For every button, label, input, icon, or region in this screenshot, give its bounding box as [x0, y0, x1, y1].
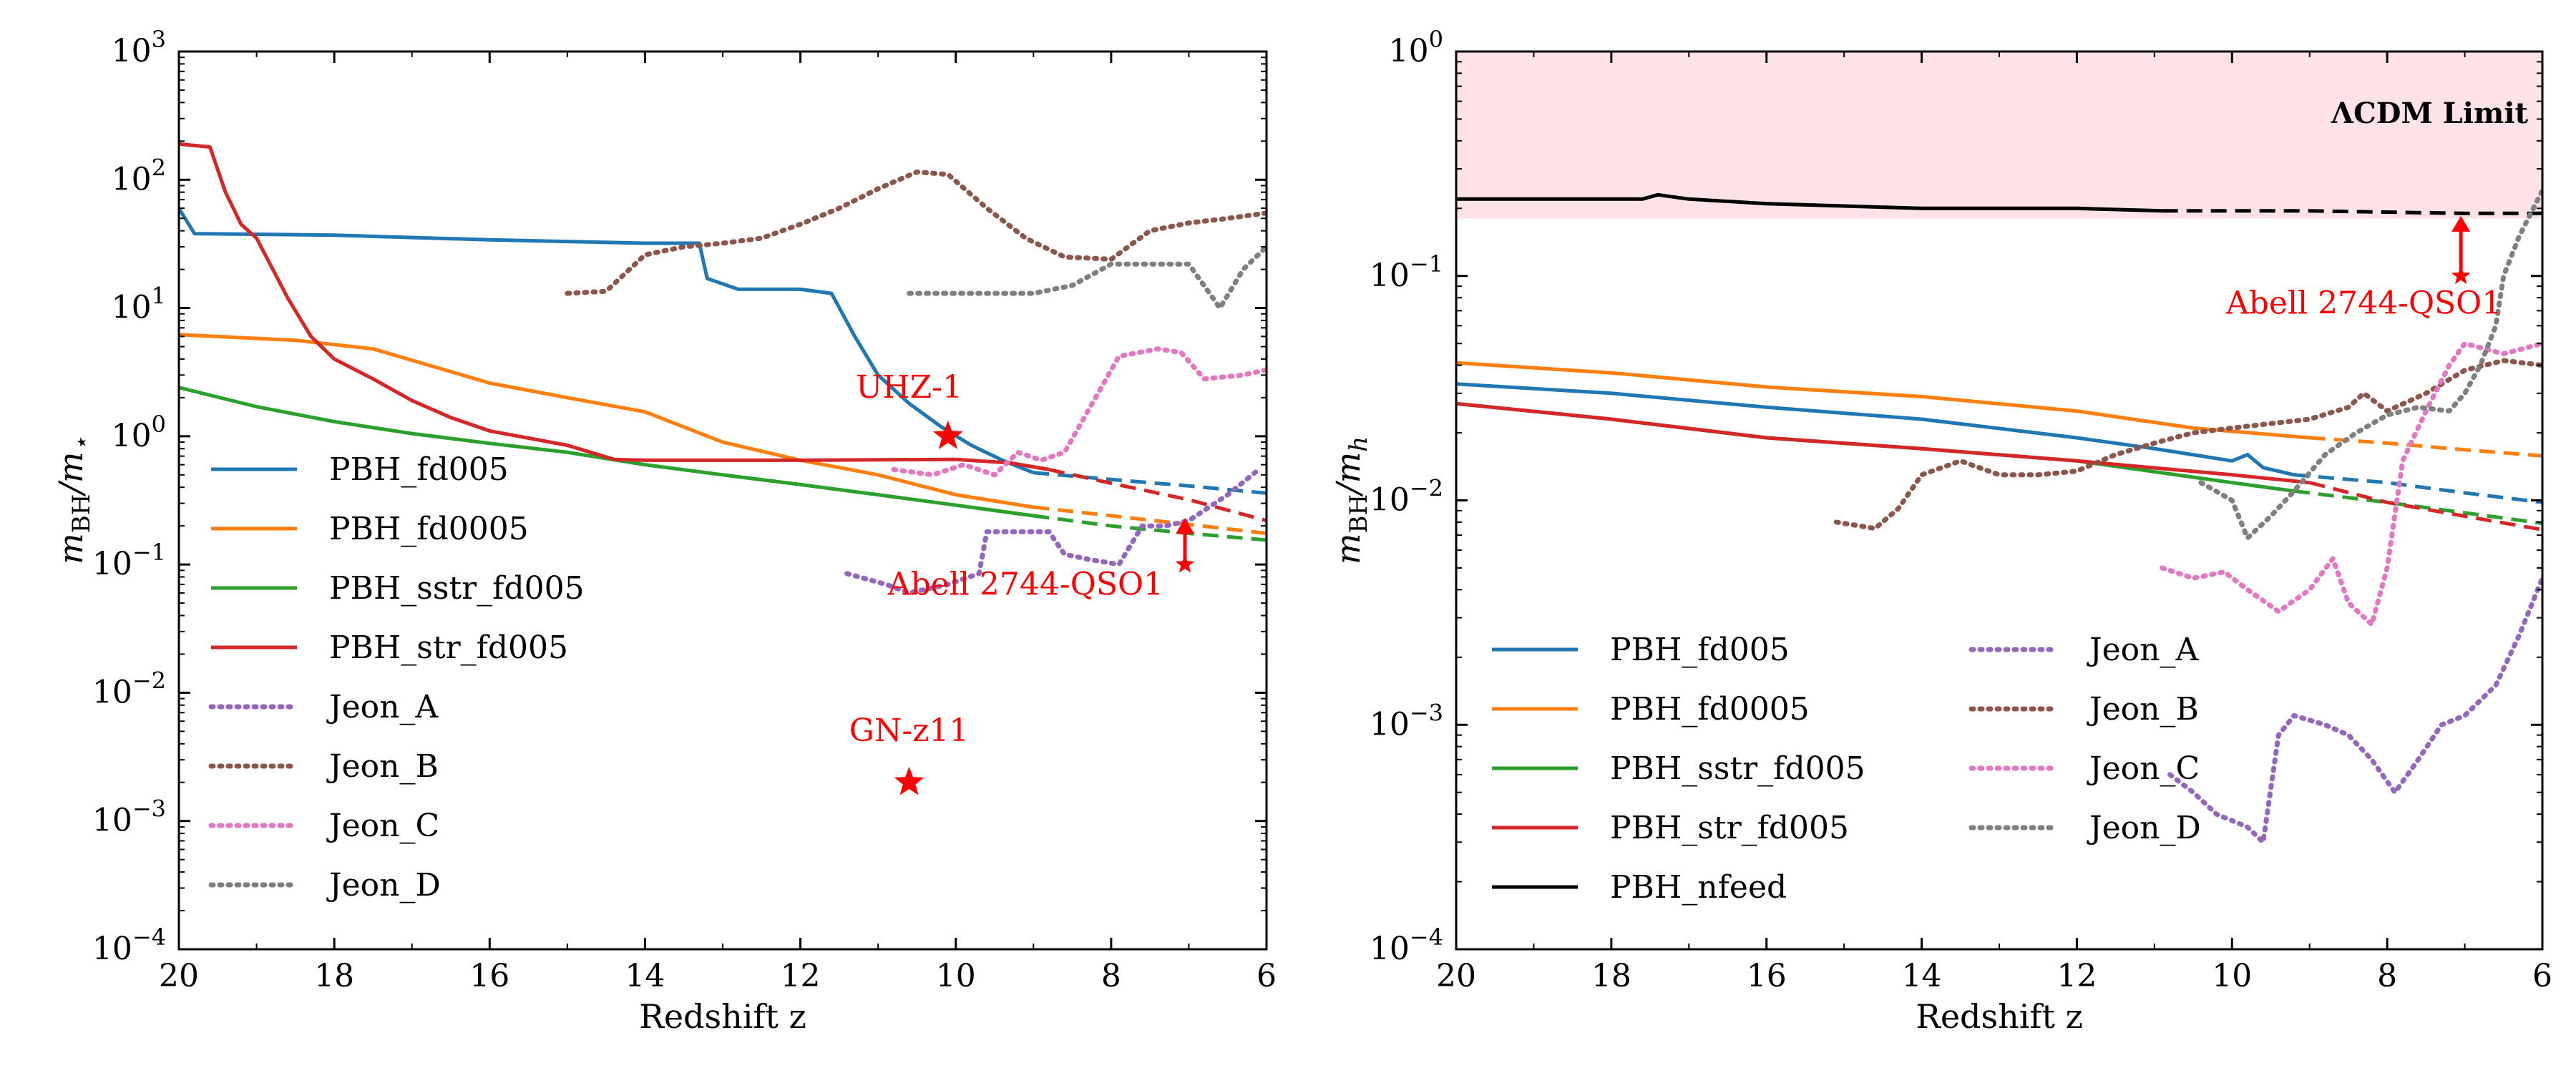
y-tick-label: 10−2	[1370, 475, 1443, 519]
series-pbh-fd0005	[1456, 361, 2310, 440]
legend-label: Jeon_B	[326, 748, 439, 785]
uhz-1-label: UHZ-1	[856, 369, 962, 406]
series-pbh-fd005-projection	[1033, 471, 1267, 495]
y-tick-label: 10−4	[92, 923, 166, 967]
legend-label: PBH_fd0005	[1610, 691, 1810, 727]
x-tick-label: 12	[2057, 958, 2097, 994]
x-tick-label: 18	[1591, 958, 1631, 994]
series-jeon-c	[2160, 340, 2542, 627]
series-pbh-fd005-projection	[2293, 473, 2542, 504]
series-pbh-sstr-fd005-projection	[1033, 514, 1267, 542]
lcdm-limit-label: ΛCDM Limit	[2331, 97, 2529, 130]
gn-z11-marker	[894, 766, 924, 795]
series-pbh-nfeed-projection	[2162, 209, 2542, 215]
series-pbh-str-fd005-projection	[1048, 467, 1267, 523]
x-tick-label: 16	[469, 958, 509, 994]
gn-z11-label: GN-z11	[849, 712, 970, 749]
x-tick-label: 20	[1436, 958, 1476, 994]
legend-label: Jeon_C	[2087, 750, 2200, 787]
series-pbh-sstr-fd005-projection	[2293, 489, 2542, 526]
x-axis-label: Redshift z	[639, 997, 806, 1036]
legend-label: Jeon_D	[2087, 810, 2201, 846]
y-tick-label: 10−3	[92, 795, 166, 839]
abell-2744-qso1-arrowhead	[2451, 215, 2471, 232]
y-tick-label: 10−1	[92, 539, 166, 582]
chart-panel-2: ΛCDM Limit Abell 2744-QSO1 20 18 16 14 12 10 8 6 1…	[1329, 26, 2552, 1036]
x-tick-label: 8	[2377, 958, 2397, 994]
y-tick-label: 103	[112, 26, 166, 69]
legend-label: PBH_str_fd005	[329, 629, 568, 666]
series-jeon-a	[2167, 575, 2542, 845]
legend-label: PBH_sstr_fd005	[1610, 750, 1865, 787]
series-pbh-fd0005-projection	[1033, 505, 1267, 536]
series-jeon-c	[891, 346, 1267, 478]
x-tick-label: 14	[625, 958, 665, 994]
legend-label: PBH_str_fd005	[1610, 810, 1849, 846]
series-pbh-nfeed	[1456, 192, 2162, 213]
y-axis-label: mBH/m⋆	[52, 436, 96, 564]
legend-label: PBH_fd005	[329, 451, 509, 488]
plot-area	[1456, 188, 2542, 845]
y-tick-label: 10−4	[1370, 923, 1443, 967]
legend-label: PBH_fd0005	[329, 511, 529, 547]
y-tick-label: 100	[112, 411, 166, 454]
legend-label: Jeon_C	[326, 808, 439, 844]
legend-label: PBH_sstr_fd005	[329, 570, 585, 607]
x-tick-label: 14	[1902, 958, 1942, 994]
x-tick-label: 12	[781, 958, 821, 994]
x-tick-label: 8	[1101, 958, 1121, 994]
series-jeon-b	[565, 169, 1267, 296]
series-jeon-b	[1833, 358, 2542, 531]
legend: PBH_fd005 PBH_fd0005 PBH_sstr_fd005 PBH_str…	[1492, 632, 2201, 906]
series-jeon-d	[907, 244, 1267, 311]
abell-2744-qso1-marker	[1175, 554, 1195, 573]
x-axis-label: Redshift z	[1916, 997, 2083, 1036]
legend: PBH_fd005 PBH_fd0005 PBH_sstr_fd005 PBH_str…	[208, 451, 585, 903]
y-tick-label: 101	[112, 283, 166, 326]
legend-label: PBH_fd005	[1610, 632, 1790, 668]
x-tick-label: 18	[314, 958, 354, 994]
series-pbh-str-fd005	[179, 142, 1050, 471]
plot-area	[179, 142, 1267, 596]
legend-label: Jeon_A	[2087, 632, 2200, 668]
series-pbh-str-fd005	[1456, 401, 2310, 485]
abell-2744-qso1-arrowhead	[1176, 518, 1194, 534]
series-pbh-str-fd005-projection	[2309, 481, 2542, 531]
y-tick-label: 10−1	[1370, 250, 1443, 294]
y-tick-label: 100	[1389, 26, 1443, 69]
y-tick-label: 10−2	[92, 667, 166, 710]
x-tick-label: 10	[2212, 958, 2252, 994]
legend-label: PBH_nfeed	[1610, 869, 1787, 906]
x-tick-label: 6	[2532, 958, 2552, 994]
chart-panel-1: UHZ-1 GN-z11 Abell 2744-QSO1 20 18 16 14 12 10 8 6…	[52, 26, 1277, 1036]
abell-2744-qso1-label: Abell 2744-QSO1	[2225, 285, 2502, 321]
series-pbh-sstr-fd005	[179, 386, 1034, 518]
abell-2744-qso1-marker	[2451, 265, 2471, 285]
series-jeon-a	[844, 466, 1262, 596]
y-tick-label: 10−3	[1370, 699, 1443, 743]
series-pbh-fd0005	[179, 333, 1034, 509]
x-tick-label: 16	[1747, 958, 1787, 994]
legend-label: Jeon_B	[2087, 691, 2199, 727]
x-tick-label: 6	[1257, 958, 1277, 994]
uhz-1-marker	[932, 420, 963, 449]
legend-label: Jeon_D	[326, 867, 441, 903]
x-tick-label: 20	[159, 958, 199, 994]
series-pbh-fd005	[1456, 382, 2295, 477]
y-tick-label: 102	[112, 154, 166, 197]
x-tick-label: 10	[936, 958, 976, 994]
lcdm-limit-region	[1456, 52, 2542, 219]
y-axis-label: mBH/mh	[1329, 436, 1373, 564]
legend-label: Jeon_A	[326, 689, 439, 725]
abell-2744-qso1-label: Abell 2744-QSO1	[887, 567, 1163, 603]
series-jeon-d	[2198, 188, 2542, 541]
